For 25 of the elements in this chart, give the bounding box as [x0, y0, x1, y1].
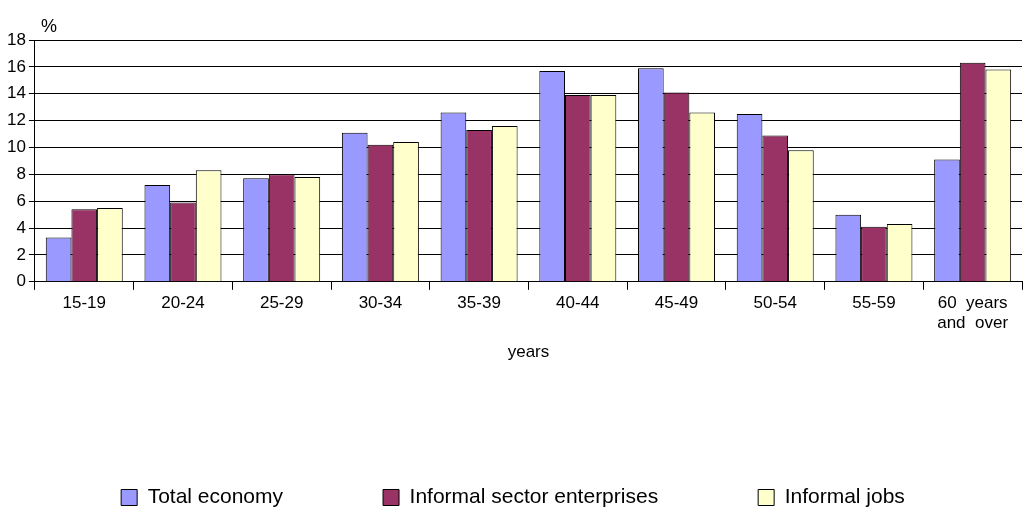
y-tick-label: 14: [6, 83, 26, 103]
y-tick-label: 6: [16, 190, 26, 210]
x-tick-label: 35-39: [457, 292, 501, 312]
x-tick-label: 30-34: [358, 292, 403, 312]
x-tick-label: 40-44: [556, 292, 600, 312]
x-tick-label: 15-19: [62, 292, 107, 312]
y-tick-label: 4: [16, 217, 26, 237]
y-axis-title: %: [40, 15, 57, 36]
y-tick-label: 8: [16, 164, 26, 184]
x-tick-label: 60 years and over: [937, 292, 1009, 333]
legend-label: Informal sector enterprises: [409, 484, 659, 508]
legend-label: Total economy: [147, 484, 284, 508]
legend-label: Informal jobs: [784, 484, 905, 508]
y-tick-label: 16: [6, 56, 26, 76]
x-tick-label: 55-59: [852, 292, 896, 312]
y-tick-label: 12: [6, 110, 26, 130]
x-tick-label: 25-29: [259, 292, 304, 312]
x-tick-label: 45-49: [654, 292, 699, 312]
y-tick-label: 2: [16, 244, 26, 264]
x-tick-label: 20-24: [161, 292, 205, 312]
y-tick-label: 10: [6, 137, 26, 157]
y-tick-label: 18: [6, 29, 26, 49]
x-tick-label: 50-54: [753, 292, 797, 312]
x-axis-title: years: [507, 342, 550, 362]
y-tick-label: 0: [16, 271, 26, 291]
